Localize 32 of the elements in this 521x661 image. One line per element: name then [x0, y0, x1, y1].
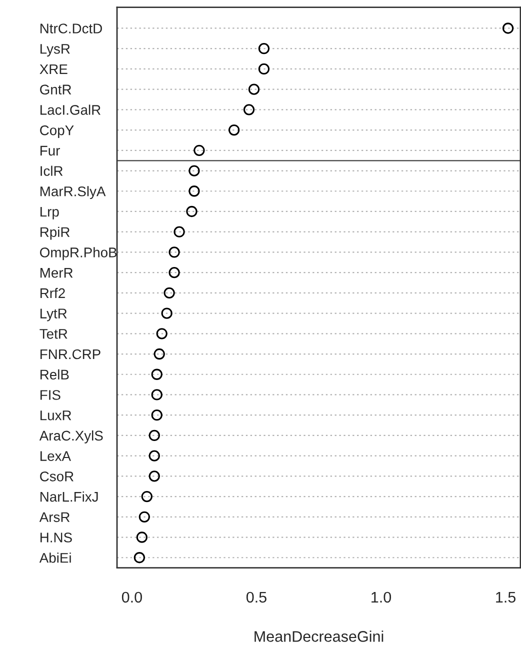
y-tick-label: OmpR.PhoB	[40, 247, 117, 260]
y-tick-label: Rrf2	[40, 288, 65, 298]
y-tick-label: H.NS	[40, 532, 72, 542]
x-tick-label: 1.0	[372, 592, 392, 603]
y-tick-label: MerR	[40, 268, 73, 278]
y-tick-label: LytR	[40, 308, 67, 322]
y-tick-label: CopY	[40, 125, 74, 138]
x-tick-label: 0.5	[246, 592, 266, 603]
y-tick-label: ArsR	[39, 512, 70, 522]
y-tick-label: RpiR	[40, 226, 70, 240]
y-tick-label: LacI.GalR	[40, 104, 100, 115]
y-tick-label: LexA	[40, 451, 71, 461]
y-tick-label: NarL.FixJ	[40, 492, 98, 502]
y-tick-label: MarR.SlyA	[40, 186, 106, 200]
x-tick-label: 0.0	[122, 592, 142, 603]
y-tick-label: LuxR	[40, 410, 72, 420]
y-tick-label: TetR	[40, 329, 68, 339]
y-tick-label: Lrp	[40, 206, 59, 220]
x-axis-title: MeanDecreaseGini	[254, 630, 384, 642]
y-tick-label: NtrC.DctD	[40, 24, 102, 34]
y-tick-label: FIS	[40, 390, 60, 400]
y-tick-label: RelB	[40, 369, 69, 380]
y-tick-label: AraC.XylS	[39, 430, 103, 444]
y-tick-label: IclR	[40, 166, 63, 176]
y-tick-label: AbiEi	[39, 552, 71, 563]
y-tick-label: FNR.CRP	[40, 349, 100, 360]
y-tick-label: LysR	[40, 44, 70, 57]
y-tick-label: Fur	[40, 146, 60, 156]
y-tick-label: XRE	[40, 64, 68, 74]
y-tick-label: CsoR	[40, 472, 74, 482]
y-tick-label: GntR	[40, 84, 72, 94]
x-tick-label: 1.5	[496, 592, 516, 603]
